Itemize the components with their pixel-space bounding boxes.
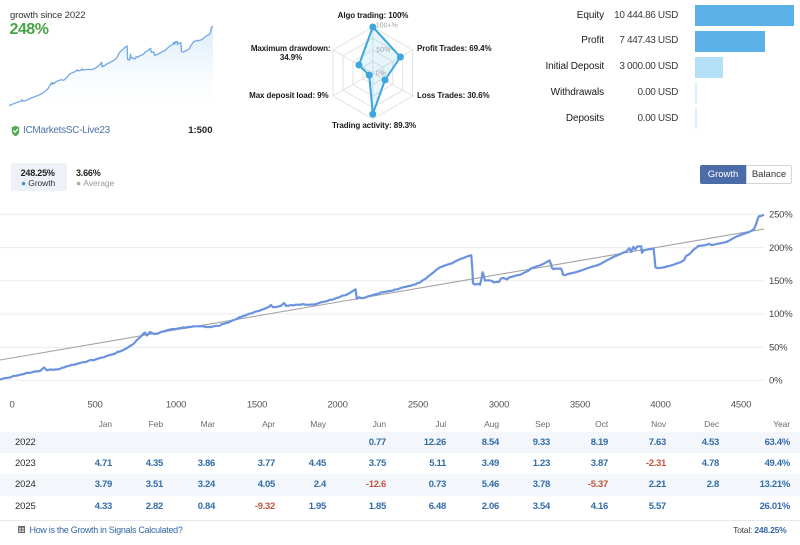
svg-text:0%: 0% [376,71,386,78]
svg-text:100%: 100% [769,309,793,320]
svg-text:50%: 50% [769,342,788,353]
svg-text:100+%: 100+% [376,23,398,30]
svg-text:4500: 4500 [731,400,751,411]
svg-text:2500: 2500 [408,400,428,411]
svg-text:2000: 2000 [327,400,347,411]
svg-text:3000: 3000 [489,400,509,411]
svg-text:250%: 250% [769,210,793,221]
svg-text:0%: 0% [769,376,783,387]
svg-text:200%: 200% [769,243,793,254]
svg-text:50%: 50% [376,47,390,54]
svg-text:1000: 1000 [166,400,186,411]
svg-text:500: 500 [87,400,102,411]
svg-text:3500: 3500 [570,400,590,411]
svg-text:1500: 1500 [247,400,267,411]
svg-text:0: 0 [9,400,14,411]
svg-text:4000: 4000 [650,400,670,411]
svg-text:150%: 150% [769,276,793,287]
